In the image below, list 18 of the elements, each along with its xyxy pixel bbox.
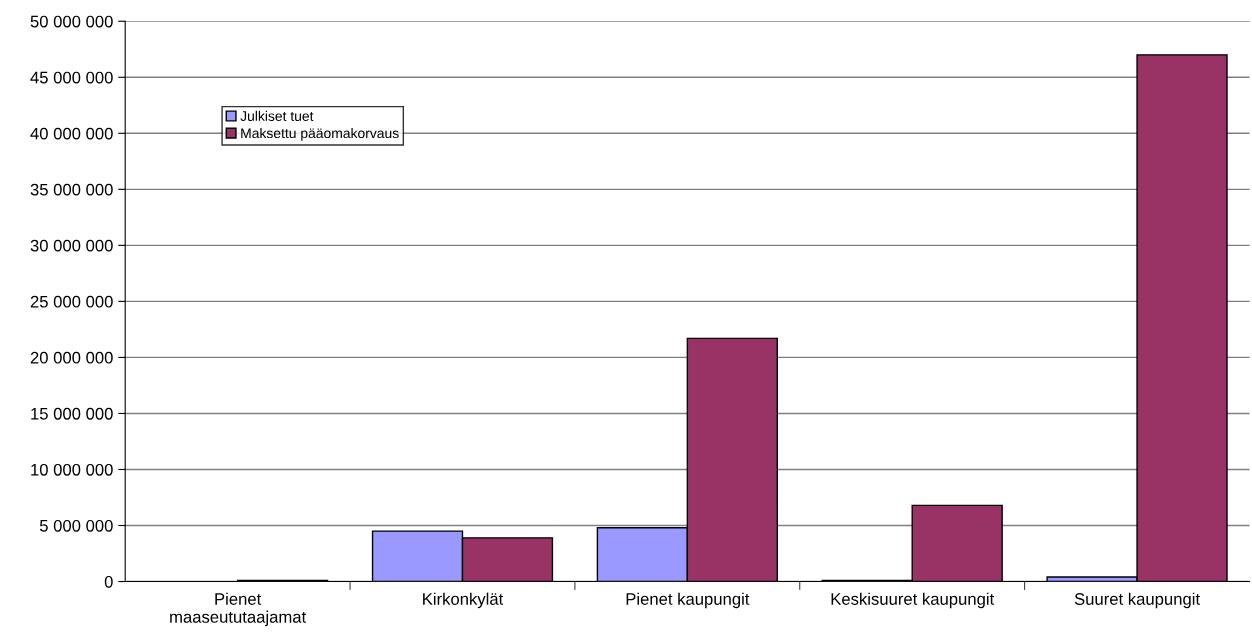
y-tick-label: 30 000 000 — [30, 239, 113, 252]
legend-label: Julkiset tuet — [240, 110, 314, 121]
x-tick-label: Kirkonkylät — [423, 592, 504, 609]
y-tick-label: 35 000 000 — [30, 183, 113, 196]
legend-label: Maksettu pääomakorvaus — [241, 127, 399, 141]
x-tick-label: Pienet maaseututaajamat — [170, 592, 307, 627]
y-tick-label: 15 000 000 — [31, 407, 113, 420]
x-tick-label: Keskisuuret kaupungit — [831, 592, 995, 609]
y-tick-label: 5 000 000 — [39, 519, 113, 532]
y-tick-label: 0 — [104, 575, 113, 588]
y-tick-label: 40 000 000 — [30, 127, 113, 140]
x-tick-label: Pienet kaupungit — [626, 592, 750, 609]
y-tick-label: 50 000 000 — [30, 15, 113, 28]
x-tick-label: Suuret kaupungit — [1074, 592, 1200, 609]
y-tick-label: 25 000 000 — [30, 295, 113, 308]
y-tick-label: 45 000 000 — [30, 71, 113, 84]
y-tick-label: 10 000 000 — [31, 463, 113, 476]
y-tick-label: 20 000 000 — [30, 351, 113, 364]
